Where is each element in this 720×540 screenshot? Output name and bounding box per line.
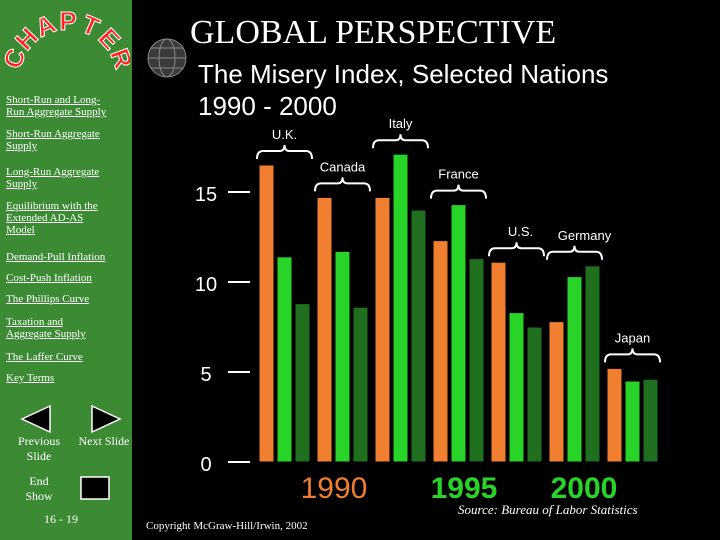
category-label: Japan — [615, 330, 650, 345]
logo-letter: P — [59, 6, 76, 36]
next-slide-button[interactable]: Next Slide — [76, 404, 132, 468]
y-tick-label: 5 — [200, 364, 211, 386]
bar-1990 — [258, 164, 275, 463]
bar-2000 — [642, 378, 659, 463]
sidebar-link[interactable]: Cost-Push Inflation — [6, 272, 130, 284]
bar-2000 — [294, 303, 311, 463]
sidebar-link[interactable]: Equilibrium with the Extended AD-AS Model — [6, 200, 130, 236]
y-tick-label: 15 — [195, 184, 217, 206]
stop-icon — [80, 476, 110, 500]
category-brace — [256, 144, 313, 160]
category-brace — [546, 245, 603, 260]
sidebar-link-line: Supply — [6, 140, 38, 152]
sidebar-link[interactable]: The Phillips Curve — [6, 293, 130, 305]
sidebar-link-line: Short-Run and Long- — [6, 94, 101, 106]
chart-subtitle-line2: 1990 - 2000 — [198, 91, 337, 121]
copyright: Copyright McGraw-Hill/Irwin, 2002 — [146, 520, 308, 532]
chart-subtitle: The Misery Index, Selected Nations 1990 … — [198, 58, 608, 122]
globe-icon — [147, 38, 187, 78]
category-brace — [488, 242, 545, 257]
sidebar-link-line: Demand-Pull Inflation — [6, 251, 106, 263]
sidebar-link-line: Short-Run Aggregate — [6, 128, 100, 140]
bar-1990 — [490, 261, 507, 463]
sidebar-link-line: Run Aggregate Supply — [6, 106, 107, 118]
bar-1995 — [566, 276, 583, 463]
chapter-logo: CHA P TER — [2, 6, 130, 74]
next-arrow-icon — [91, 404, 122, 434]
category-brace — [430, 184, 487, 199]
bar-1990 — [374, 196, 391, 463]
bar-1995 — [392, 153, 409, 463]
sidebar-link-line: The Phillips Curve — [6, 293, 90, 305]
bar-2000 — [584, 265, 601, 463]
bar-1990 — [548, 321, 565, 463]
sidebar-link-line: Cost-Push Inflation — [6, 272, 92, 284]
sidebar-link-line: Extended AD-AS — [6, 212, 84, 224]
bar-1995 — [624, 380, 641, 463]
bar-1995 — [334, 250, 351, 463]
sidebar-link[interactable]: Demand-Pull Inflation — [6, 251, 130, 263]
sidebar-link-line: Aggregate Supply — [6, 328, 86, 340]
category-brace — [372, 134, 429, 149]
page-title: GLOBAL PERSPECTIVE — [190, 14, 557, 51]
category-brace — [314, 177, 371, 192]
bar-1995 — [276, 256, 293, 463]
sidebar-link-line: Key Terms — [6, 372, 55, 384]
y-tick-label: 10 — [195, 274, 217, 296]
category-label: Germany — [558, 228, 612, 243]
bar-2000 — [352, 306, 369, 463]
sidebar-link[interactable]: The Laffer Curve — [6, 351, 130, 363]
y-tick-label: 0 — [200, 454, 211, 476]
legend-1990: 1990 — [301, 472, 368, 505]
end-show-label: End Show — [25, 474, 53, 503]
sidebar-link[interactable]: Taxation and Aggregate Supply — [6, 316, 130, 340]
page-number: 16 - 19 — [44, 512, 78, 526]
bar-1995 — [508, 312, 525, 463]
sidebar-link[interactable]: Key Terms — [6, 372, 130, 384]
end-show-button[interactable]: End Show — [8, 472, 112, 508]
bar-2000 — [526, 326, 543, 463]
sidebar-link-line: Model — [6, 224, 35, 236]
previous-slide-button[interactable]: Previous Slide — [10, 404, 68, 468]
category-brace — [604, 348, 661, 363]
bar-1990 — [606, 367, 623, 463]
legend-2000: 2000 — [551, 472, 618, 505]
previous-slide-label: Previous Slide — [18, 434, 60, 463]
sidebar-link[interactable]: Short-Run and Long- Run Aggregate Supply — [6, 94, 130, 118]
chart-subtitle-line1: The Misery Index, Selected Nations — [198, 59, 609, 89]
bar-2000 — [468, 258, 485, 463]
bar-1995 — [450, 204, 467, 463]
sidebar-link-line: The Laffer Curve — [6, 351, 83, 363]
bar-1990 — [432, 240, 449, 463]
sidebar-link-line: Long-Run Aggregate — [6, 166, 100, 178]
sidebar-link-line: Taxation and — [6, 316, 63, 328]
category-label: U.S. — [508, 224, 533, 239]
bar-1990 — [316, 196, 333, 463]
category-label: Italy — [389, 116, 413, 131]
sidebar-link[interactable]: Long-Run Aggregate Supply — [6, 166, 130, 190]
legend-1995: 1995 — [431, 472, 498, 505]
sidebar-link-line: Supply — [6, 178, 38, 190]
previous-arrow-icon — [20, 404, 51, 434]
next-slide-label: Next Slide — [78, 434, 130, 448]
category-label: Canada — [320, 159, 366, 174]
category-label: France — [438, 167, 478, 182]
source-note: Source: Bureau of Labor Statistics — [458, 502, 638, 517]
sidebar-link-line: Equilibrium with the — [6, 200, 98, 212]
bar-2000 — [410, 209, 427, 463]
sidebar-link[interactable]: Short-Run Aggregate Supply — [6, 128, 130, 152]
category-label: U.K. — [272, 127, 297, 142]
